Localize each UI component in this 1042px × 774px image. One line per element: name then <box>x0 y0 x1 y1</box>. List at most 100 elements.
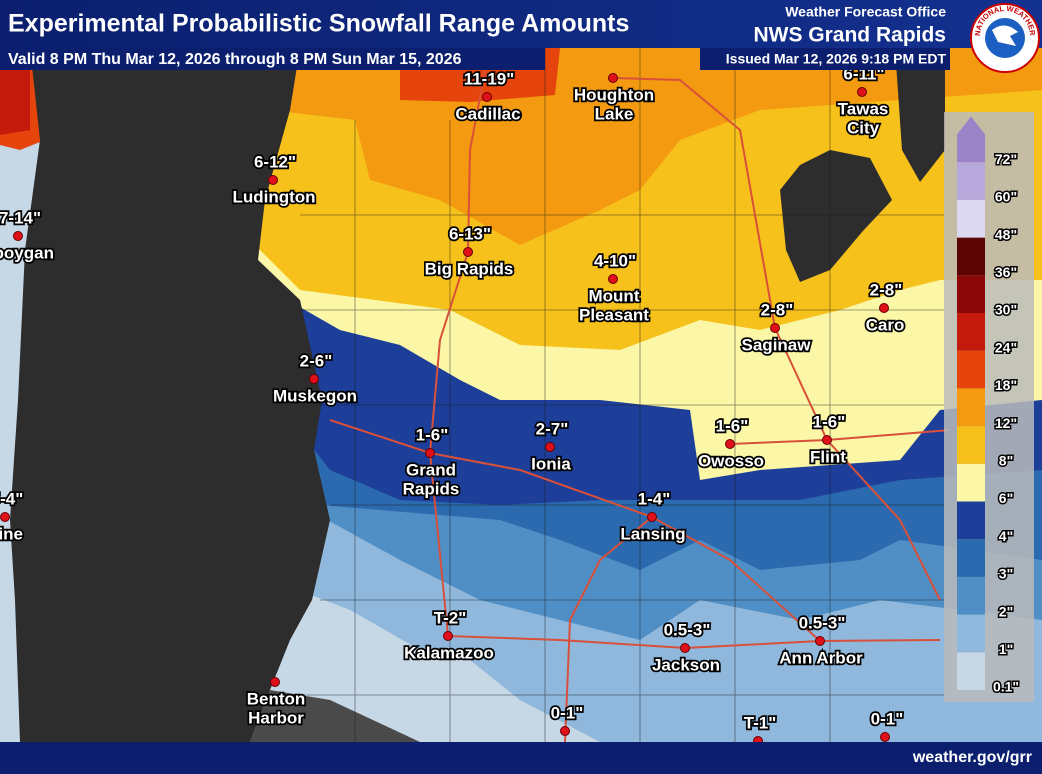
legend-swatch <box>957 275 985 313</box>
city-dot <box>443 631 453 641</box>
city-name: Big Rapids <box>425 259 514 278</box>
footer-bar <box>0 742 1042 774</box>
city-dot <box>270 677 280 687</box>
city-dot <box>13 231 23 241</box>
legend-label: 6" <box>999 490 1013 506</box>
snow-range: 1-6" <box>716 416 749 435</box>
legend: 0.1" 1" 2" 3" 4" 6" 8" 12" 18" 24" 30" 36" 48" 60" 72" <box>944 112 1034 702</box>
zone-18-24 <box>0 48 560 150</box>
legend-swatch <box>957 162 985 200</box>
issued: Issued Mar 12, 2026 9:18 PM EDT <box>726 51 947 67</box>
city-dot <box>608 73 618 83</box>
legend-swatch <box>957 501 985 540</box>
city-name: City <box>847 118 880 137</box>
valid-bar <box>0 48 545 70</box>
legend-label: 60" <box>995 189 1017 205</box>
issued-bar <box>700 48 950 70</box>
snow-range: 5-4" <box>0 489 23 508</box>
city-name: Jackson <box>652 655 720 674</box>
city-labels: 11-19"CadillacHoughtonLake6-11"TawasCity… <box>0 63 906 746</box>
city-name: Rapids <box>403 479 460 498</box>
legend-label: 18" <box>995 377 1017 393</box>
legend-swatch <box>957 388 985 427</box>
city-dot <box>815 636 825 646</box>
legend-swatch <box>957 237 985 276</box>
legend-label: 12" <box>995 415 1017 431</box>
snow-range: 0.5-3" <box>799 613 846 632</box>
city-dot <box>879 303 889 313</box>
legend-label: 2" <box>999 603 1013 619</box>
legend-label: 48" <box>995 226 1017 242</box>
city-name: Lansing <box>620 524 685 543</box>
city-dot <box>425 448 435 458</box>
city-name: Ann Arbor <box>779 648 863 667</box>
legend-swatch <box>957 463 985 502</box>
legend-label: 8" <box>999 453 1013 469</box>
city-dot <box>647 512 657 522</box>
city-name: Benton <box>247 689 306 708</box>
road <box>429 452 821 650</box>
road <box>564 516 653 743</box>
legend-label: 30" <box>995 302 1017 318</box>
county-lines <box>300 48 945 742</box>
city-name: Grand <box>406 460 456 479</box>
city-name: Flint <box>810 447 846 466</box>
legend-swatch <box>957 313 985 351</box>
legend-swatch <box>957 614 985 653</box>
snow-range: 2-8" <box>761 300 794 319</box>
city-name: Kalamazoo <box>404 643 494 662</box>
legend-label: 36" <box>995 264 1017 280</box>
snow-range: 0.5-3" <box>664 620 711 639</box>
snow-range: 11-19" <box>464 69 515 88</box>
lake-huron <box>895 48 945 182</box>
snow-range: 2-6" <box>300 351 333 370</box>
city-name: Lake <box>595 104 634 123</box>
snow-range: T-1" <box>744 713 777 732</box>
city-name: Houghton <box>574 85 654 104</box>
saginaw-bay <box>780 150 892 282</box>
snow-range: 2-7" <box>536 419 569 438</box>
legend-swatch <box>957 539 985 577</box>
snow-range: 0-1" <box>551 703 584 722</box>
city-name: Pleasant <box>579 305 649 324</box>
legend-swatch <box>957 576 985 615</box>
snow-range: 2-8" <box>870 280 903 299</box>
city-dot <box>309 374 319 384</box>
legend-swatch <box>957 652 985 690</box>
snow-range: T-2" <box>434 608 467 627</box>
title: Experimental Probabilistic Snowfall Rang… <box>8 10 629 38</box>
snow-range: 1-6" <box>813 412 846 431</box>
city-name: Saginaw <box>742 335 812 354</box>
outside-area <box>250 690 420 742</box>
map <box>0 48 1042 743</box>
city-name: cine <box>0 524 23 543</box>
city-dot <box>268 175 278 185</box>
city-name: eboygan <box>0 243 54 262</box>
snow-range: 1-6" <box>416 425 449 444</box>
snow-range: 6-12" <box>254 152 296 171</box>
logo-cloud <box>992 25 1018 46</box>
city-dot <box>857 87 867 97</box>
city-name: Caro <box>866 315 905 334</box>
city-dot <box>770 323 780 333</box>
snow-range: 6-13" <box>449 224 491 243</box>
footer-url: weather.gov/grr <box>912 749 1032 766</box>
legend-label: 72" <box>995 151 1017 167</box>
city-dot <box>560 726 570 736</box>
city-dot <box>880 732 890 742</box>
city-name: Muskegon <box>273 386 357 405</box>
legend-label: 3" <box>999 566 1013 582</box>
city-dot <box>725 439 735 449</box>
city-name: Ludington <box>232 187 315 206</box>
city-name: Ionia <box>531 454 571 473</box>
legend-label: 4" <box>999 528 1013 544</box>
snow-range: 0-1" <box>871 709 904 728</box>
city-dot <box>822 435 832 445</box>
city-name: Harbor <box>248 708 304 727</box>
city-name: Mount <box>589 286 640 305</box>
city-dot <box>463 247 473 257</box>
legend-label: 1" <box>999 641 1013 657</box>
legend-swatch <box>957 426 985 464</box>
city-dot <box>0 512 10 522</box>
